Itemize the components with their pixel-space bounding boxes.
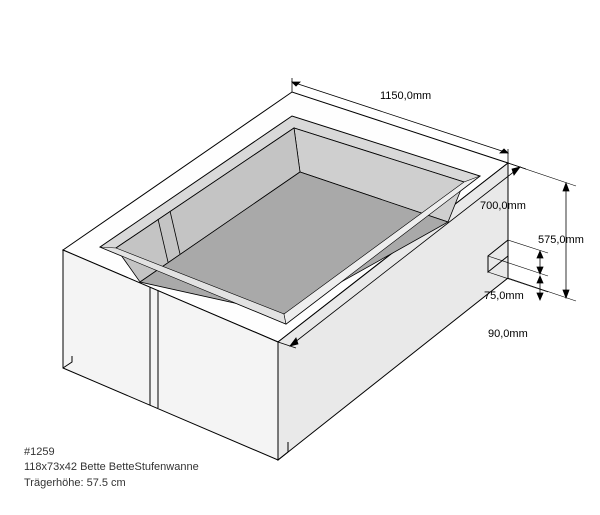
product-carrier-height: Trägerhöhe: 57.5 cm xyxy=(24,476,199,491)
dim-right-75 xyxy=(537,251,543,274)
product-title: 118x73x42 Bette BetteStufenwanne xyxy=(24,460,199,475)
product-drawing xyxy=(0,0,600,515)
diagram-stage: 1150,0mm 700,0mm 575,0mm 75,0mm 90,0mm #… xyxy=(0,0,600,515)
product-caption: #1259 118x73x42 Bette BetteStufenwanne T… xyxy=(24,445,199,491)
product-code: #1259 xyxy=(24,445,199,460)
label-right-depth: 700,0mm xyxy=(480,200,526,212)
label-right-total-height: 575,0mm xyxy=(538,234,584,246)
label-top-width: 1150,0mm xyxy=(380,90,431,102)
label-right-90: 90,0mm xyxy=(488,328,528,340)
label-right-75: 75,0mm xyxy=(484,290,524,302)
